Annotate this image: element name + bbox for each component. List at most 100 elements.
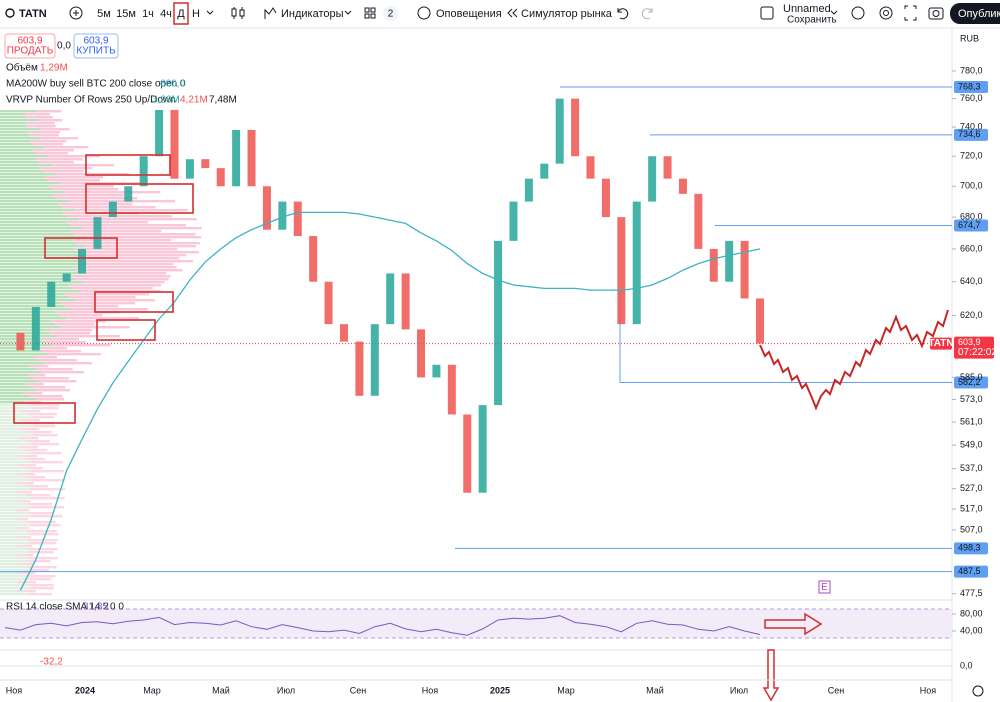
ma-value: 660,0 xyxy=(160,79,185,90)
profile-row xyxy=(34,407,59,410)
profile-row xyxy=(0,383,25,386)
profile-row xyxy=(39,128,70,131)
profile-row xyxy=(17,491,33,494)
buy-price[interactable]: 603,9 xyxy=(83,36,108,47)
candle-body xyxy=(78,248,87,274)
interval[interactable]: 5м xyxy=(97,8,111,20)
layout-dropdown[interactable] xyxy=(830,10,838,15)
event-marker-box[interactable] xyxy=(818,580,831,594)
volume-profile xyxy=(0,110,202,596)
profile-row xyxy=(17,572,36,575)
candle-body xyxy=(694,193,703,249)
profile-row xyxy=(75,278,169,281)
indicators[interactable]: Индикаторы xyxy=(281,8,344,20)
profile-row xyxy=(0,380,40,383)
profile-row xyxy=(25,116,53,119)
layout-name[interactable]: Unnamed xyxy=(783,3,831,15)
profile-row xyxy=(0,590,18,593)
layouts-badge xyxy=(383,6,398,21)
profile-row xyxy=(22,392,43,395)
buy-button[interactable] xyxy=(73,33,119,59)
profile-row xyxy=(44,146,89,149)
snapshot[interactable] xyxy=(928,7,944,20)
profile-row xyxy=(0,560,31,563)
profile-row xyxy=(0,332,51,335)
publish-button[interactable] xyxy=(950,3,1000,24)
interval[interactable]: 1ч xyxy=(142,8,154,20)
symbol[interactable]: TATN xyxy=(19,8,47,20)
profile-row xyxy=(0,209,75,212)
sell-button[interactable] xyxy=(4,33,56,59)
quick-search[interactable] xyxy=(851,6,865,20)
settings[interactable] xyxy=(879,6,893,20)
profile-row xyxy=(0,446,19,449)
redo[interactable] xyxy=(641,8,653,20)
profile-row xyxy=(26,494,51,497)
candle-body xyxy=(339,324,348,342)
profile-row xyxy=(45,341,86,344)
profile-row xyxy=(71,275,171,278)
profile-row xyxy=(0,161,39,164)
profile-row xyxy=(0,194,54,197)
interval[interactable]: Д xyxy=(177,8,185,20)
replay[interactable]: Симулятор рынка xyxy=(521,8,613,20)
profile-row xyxy=(35,398,64,401)
y-tick-label: 780,0 xyxy=(960,65,983,75)
search-icon[interactable] xyxy=(5,8,15,18)
buy-label[interactable]: КУПИТЬ xyxy=(76,46,116,57)
sell-price[interactable]: 603,9 xyxy=(17,36,42,47)
profile-row xyxy=(0,206,63,209)
interval-dropdown[interactable] xyxy=(206,10,214,15)
candle-body xyxy=(740,240,749,299)
profile-row xyxy=(0,569,31,572)
profile-row xyxy=(0,299,76,302)
last-price-badge xyxy=(954,336,994,359)
profile-row xyxy=(0,386,32,389)
profile-row xyxy=(0,425,33,428)
profile-row xyxy=(31,386,66,389)
x-tick-label: 2025 xyxy=(490,685,510,695)
rsi-value: 31,85 xyxy=(83,602,108,613)
x-tick-label: Сен xyxy=(828,685,845,695)
sell-label[interactable]: ПРОДАТЬ xyxy=(7,46,54,57)
profile-row xyxy=(64,293,149,296)
profile-row xyxy=(37,119,63,122)
save[interactable]: Сохранить xyxy=(787,15,837,26)
profile-row xyxy=(68,296,136,299)
profile-row xyxy=(0,581,18,584)
publish[interactable]: Опубликовать xyxy=(958,8,1000,20)
undo[interactable] xyxy=(617,8,629,20)
x-tick-label: Мар xyxy=(557,685,575,695)
profile-row xyxy=(0,401,22,404)
arrow-right xyxy=(764,612,823,636)
event-marker[interactable]: E xyxy=(821,582,828,593)
fullscreen[interactable] xyxy=(904,5,917,21)
layouts-icon[interactable] xyxy=(364,7,376,19)
profile-row xyxy=(0,389,38,392)
axis-settings[interactable] xyxy=(972,685,984,697)
y-tick-label: 660,0 xyxy=(960,243,983,253)
profile-row xyxy=(0,242,77,245)
profile-row xyxy=(41,338,79,341)
profile-row xyxy=(72,287,153,290)
profile-row xyxy=(74,233,196,236)
profile-row xyxy=(0,128,40,131)
profile-row xyxy=(17,473,36,476)
profile-row xyxy=(26,476,46,479)
indicators-dropdown[interactable] xyxy=(344,10,352,15)
profile-row xyxy=(50,332,91,335)
interval[interactable]: 4ч xyxy=(160,8,172,20)
interval[interactable]: 15м xyxy=(116,8,136,20)
profile-row xyxy=(0,575,28,578)
candle-body xyxy=(601,178,610,218)
alerts[interactable]: Оповещения xyxy=(436,8,502,20)
layout-checkbox[interactable] xyxy=(760,6,774,20)
profile-row xyxy=(0,140,30,143)
interval[interactable]: Н xyxy=(192,8,200,20)
profile-row xyxy=(78,260,193,263)
profile-row xyxy=(55,173,129,176)
add-symbol[interactable] xyxy=(69,6,83,20)
candle-body xyxy=(124,186,133,202)
profile-row xyxy=(24,383,44,386)
profile-row xyxy=(0,143,33,146)
